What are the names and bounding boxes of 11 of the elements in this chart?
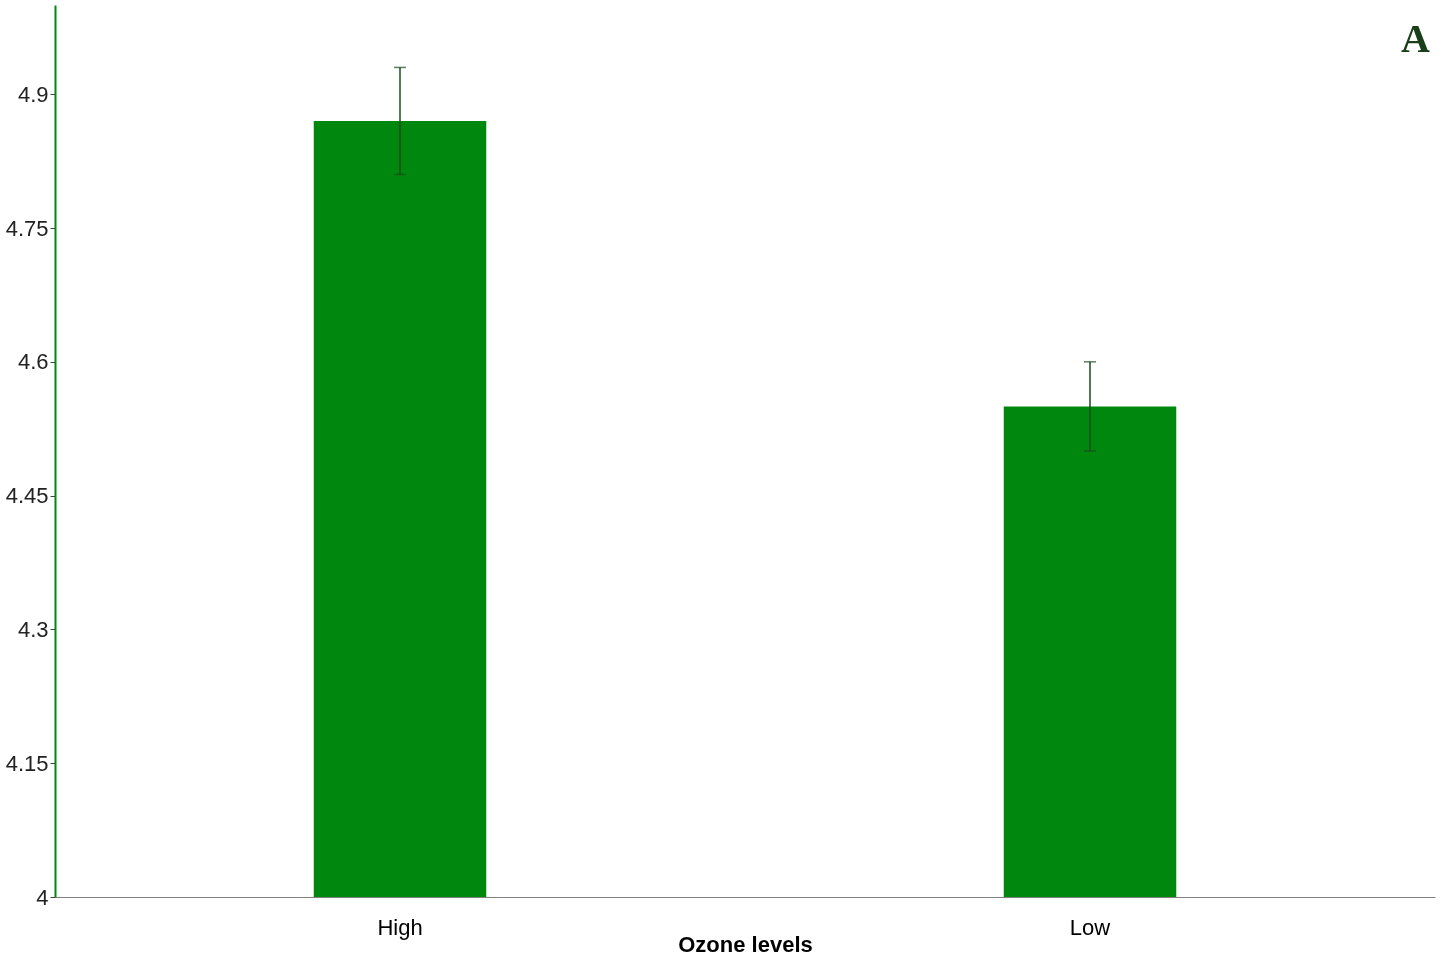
y-tick-label: 4.45 (5, 483, 49, 509)
y-tick-label: 4.9 (17, 81, 49, 107)
y-tick-label: 4.6 (17, 349, 49, 375)
x-tick-label: High (377, 914, 423, 940)
annotation: A (1401, 16, 1431, 61)
x-tick-label: Low (1069, 914, 1111, 940)
y-tick-label: 4.15 (5, 750, 49, 776)
y-tick-label: 4.3 (17, 616, 49, 642)
x-axis-title: Ozone levels (678, 931, 813, 957)
y-tick-label: 4.75 (5, 215, 49, 241)
y-tick-label: 4 (36, 884, 49, 910)
